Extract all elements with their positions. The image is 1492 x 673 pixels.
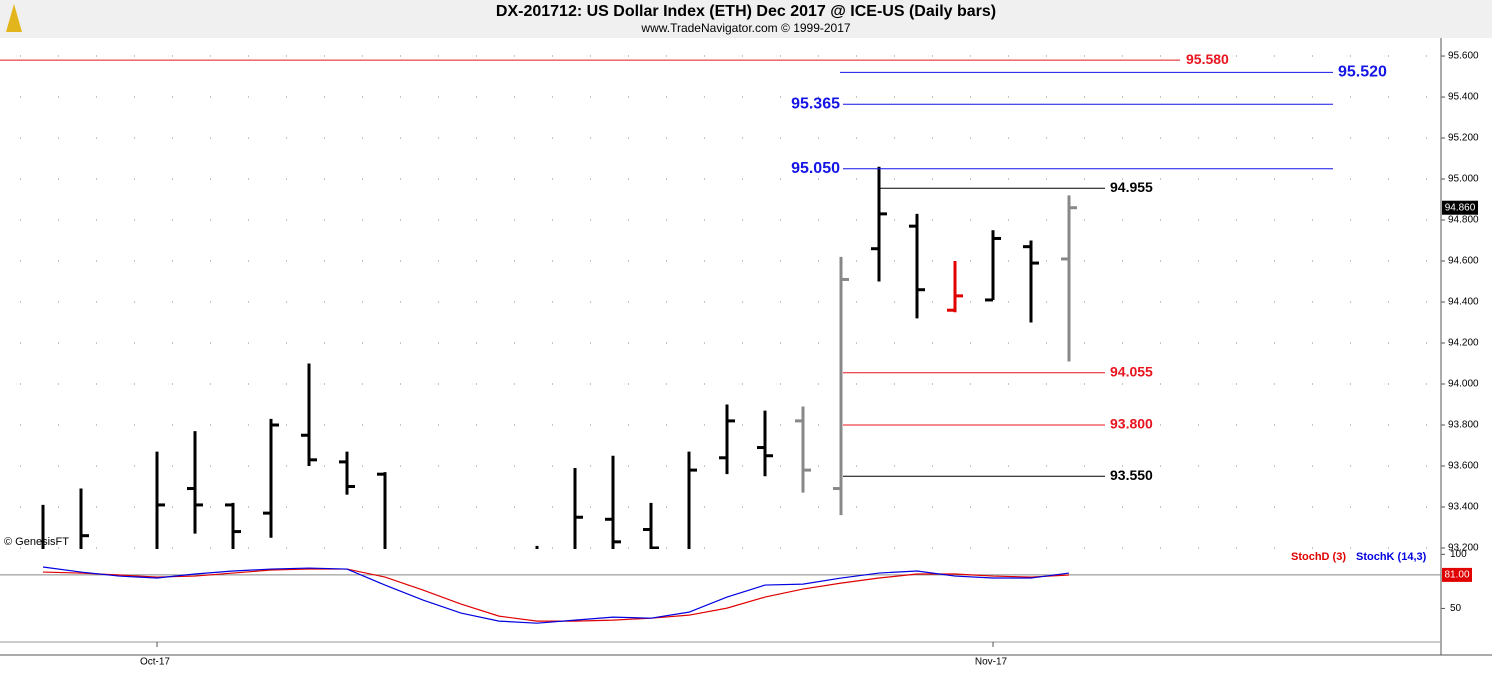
y-tick-label: 94.800: [1448, 215, 1479, 226]
header-bg: [0, 0, 1492, 38]
stoch-line: [42, 566, 1070, 624]
y-tick-label: 100: [1450, 549, 1467, 560]
level-label: 93.550: [1110, 467, 1153, 483]
y-tick-label: 94.400: [1448, 297, 1479, 308]
y-tick-label: 95.000: [1448, 174, 1479, 185]
level-label: 95.580: [1186, 51, 1229, 67]
y-tick-label: 93.600: [1448, 461, 1479, 472]
y-tick-label: 95.600: [1448, 51, 1479, 62]
y-tick-label: 93.400: [1448, 502, 1479, 513]
y-tick-label: 94.200: [1448, 338, 1479, 349]
last-price-box: [1442, 200, 1478, 215]
ref-label: 81.00: [1444, 570, 1469, 581]
price-plot: [41, 166, 1077, 549]
chart-subtitle: www.TradeNavigator.com © 1999-2017: [640, 21, 850, 35]
legend-entry: StochD (3): [1291, 551, 1346, 563]
y-tick-label: 50: [1450, 603, 1462, 614]
level-label: 94.955: [1110, 179, 1153, 195]
y-tick-label: 93.200: [1448, 543, 1479, 554]
ref-box: [1442, 567, 1472, 582]
level-label: 95.365: [791, 95, 840, 112]
x-tick-label: Oct-17: [140, 657, 170, 668]
level-label: 95.520: [1338, 64, 1387, 81]
legend-entry: StochK (14,3): [1356, 551, 1427, 563]
level-label: 94.055: [1110, 363, 1153, 379]
y-tick-label: 95.200: [1448, 133, 1479, 144]
y-tick-label: 95.400: [1448, 92, 1479, 103]
level-label: 93.800: [1110, 416, 1153, 432]
last-price-label: 94.860: [1445, 202, 1476, 213]
y-tick-label: 94.000: [1448, 379, 1479, 390]
y-tick-label: 93.800: [1448, 420, 1479, 431]
stoch-line: [42, 568, 1070, 622]
chart-title: DX-201712: US Dollar Index (ETH) Dec 201…: [496, 3, 996, 20]
logo: [6, 4, 22, 32]
watermark: © GenesisFT: [4, 536, 69, 548]
level-label: 95.050: [791, 160, 840, 177]
y-tick-label: 94.600: [1448, 256, 1479, 267]
x-tick-label: Nov-17: [975, 657, 1008, 668]
